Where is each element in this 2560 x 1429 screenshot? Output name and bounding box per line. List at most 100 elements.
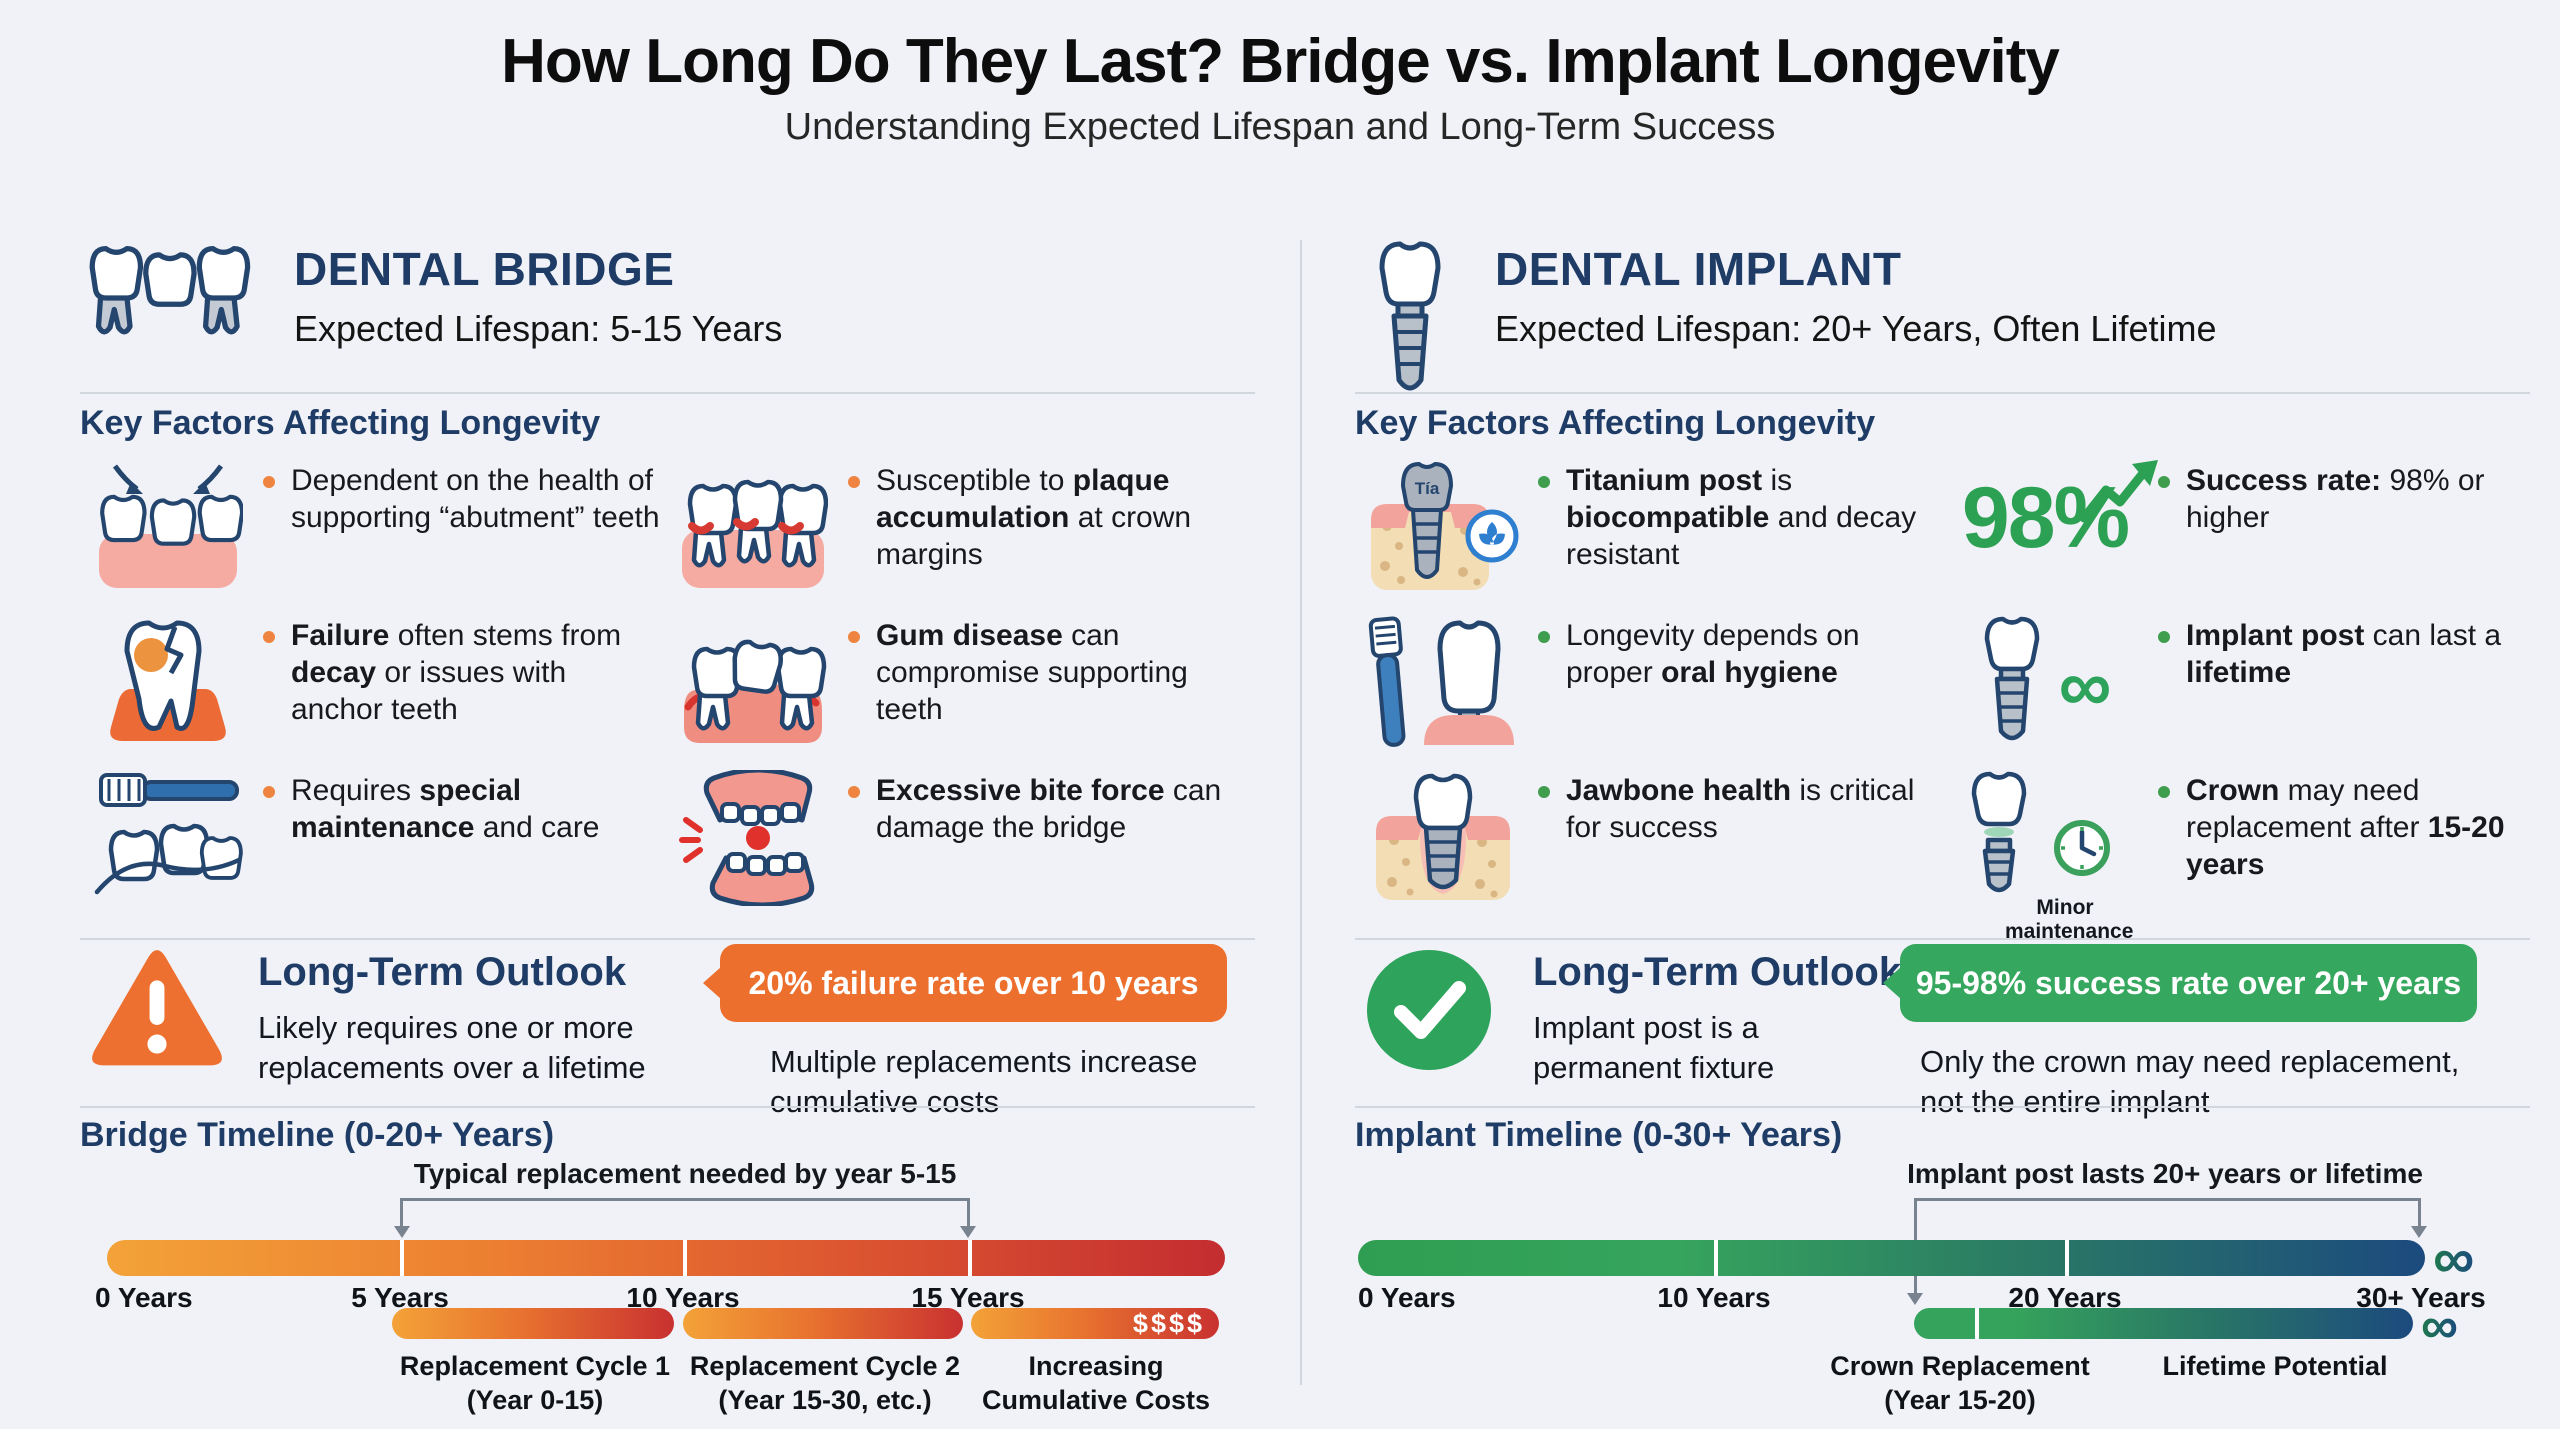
factor-text: Success rate: 98% or higher bbox=[2186, 464, 2485, 535]
implant-column: DENTAL IMPLANT Expected Lifespan: 20+ Ye… bbox=[1355, 0, 2535, 1429]
special-maintenance-icon bbox=[94, 773, 243, 895]
implant-title: DENTAL IMPLANT bbox=[1495, 243, 1902, 295]
factor-text: Titanium post is biocompatible and decay… bbox=[1566, 464, 1917, 572]
implant-timeline-bar bbox=[1358, 1240, 2425, 1276]
crown-replacement-icon bbox=[1971, 771, 2110, 893]
tick-label: 5 Years bbox=[351, 1282, 449, 1313]
tick-mark bbox=[400, 1240, 404, 1276]
minor-maintenance-caption: Minor maintenance bbox=[2005, 896, 2134, 943]
factor-crown-replacement: Minor maintenance Crown may need replace… bbox=[1940, 770, 2535, 943]
check-circle-icon bbox=[1363, 946, 1495, 1079]
infinity-icon: ∞ bbox=[2058, 644, 2112, 727]
bridge-column: DENTAL BRIDGE Expected Lifespan: 5-15 Ye… bbox=[80, 0, 1260, 1429]
jawbone-health-icon bbox=[1375, 773, 1510, 900]
bullet-dot bbox=[848, 786, 860, 798]
section-divider bbox=[1355, 938, 2530, 940]
bullet-dot bbox=[2158, 476, 2170, 488]
segment-label: Lifetime Potential bbox=[2162, 1351, 2388, 1381]
decayed-tooth-icon bbox=[109, 620, 226, 741]
segment-label: Crown Replacement (Year 15-20) bbox=[1830, 1351, 2090, 1415]
trend-up-arrow-icon bbox=[2079, 460, 2159, 523]
factor-text: Failure often stems from decay or issues… bbox=[291, 619, 622, 727]
bullet-dot bbox=[1538, 476, 1550, 488]
column-divider bbox=[1300, 240, 1302, 1385]
bridge-title: DENTAL BRIDGE bbox=[294, 243, 675, 295]
tick-mark bbox=[1975, 1308, 1979, 1339]
segment-label: Increasing Cumulative Costs bbox=[981, 1351, 1211, 1415]
page-subtitle: Understanding Expected Lifespan and Long… bbox=[784, 106, 1776, 148]
implant-factors-heading: Key Factors Affecting Longevity bbox=[1355, 404, 1876, 442]
bridge-outlook-body: Likely requires one or more replacements… bbox=[258, 1010, 646, 1086]
bridge-timeline-heading: Bridge Timeline (0-20+ Years) bbox=[80, 1116, 555, 1154]
bridge-lifespan: Expected Lifespan: 5-15 Years bbox=[294, 308, 783, 349]
implant-outlook-note: Only the crown may need replacement, not… bbox=[1920, 1044, 2460, 1120]
implant-lifetime-icon bbox=[1984, 616, 2039, 741]
plaque-accumulation-icon bbox=[681, 460, 828, 588]
factor-jawbone: Jawbone health is critical for success bbox=[1355, 770, 1940, 925]
factor-plaque: Susceptible to plaque accumulation at cr… bbox=[665, 460, 1260, 615]
bullet-dot bbox=[848, 631, 860, 643]
bridge-factors-heading: Key Factors Affecting Longevity bbox=[80, 404, 601, 442]
factor-hygiene: Longevity depends on proper oral hygiene bbox=[1355, 615, 1940, 770]
titanium-implant-icon: Tía bbox=[1370, 462, 1518, 590]
oral-hygiene-icon bbox=[1368, 616, 1514, 747]
segment-label: Replacement Cycle 2 (Year 15-30, etc.) bbox=[689, 1351, 961, 1415]
tick-label: 15 Years bbox=[911, 1282, 1025, 1313]
bite-force-icon bbox=[678, 770, 814, 906]
bridge-timeline-bar bbox=[107, 1240, 1225, 1276]
section-divider bbox=[80, 938, 1255, 940]
replacement-cycle-1-bar bbox=[392, 1308, 674, 1339]
factor-text: Gum disease can compromise supporting te… bbox=[876, 619, 1188, 727]
replacement-cycle-2-bar bbox=[683, 1308, 963, 1339]
tick-mark bbox=[1714, 1240, 1718, 1276]
lifetime-potential-bar bbox=[1914, 1308, 2413, 1339]
implant-lifespan: Expected Lifespan: 20+ Years, Often Life… bbox=[1495, 308, 2217, 349]
warning-icon bbox=[88, 946, 226, 1075]
factor-text: Dependent on the health of supporting “a… bbox=[291, 464, 660, 535]
bridge-factors-grid: Dependent on the health of supporting “a… bbox=[80, 460, 1260, 925]
success-rate-badge: 95-98% success rate over 20+ years bbox=[1900, 944, 2477, 1022]
section-divider bbox=[80, 1106, 1255, 1108]
section-divider bbox=[80, 392, 1255, 394]
tick-label: 30+ Years bbox=[2356, 1282, 2486, 1313]
bullet-dot bbox=[1538, 631, 1550, 643]
factor-text: Requires special maintenance and care bbox=[291, 774, 600, 845]
bullet-dot bbox=[263, 476, 275, 488]
factor-decay: Failure often stems from decay or issues… bbox=[80, 615, 665, 770]
segment-label: Replacement Cycle 1 (Year 0-15) bbox=[399, 1351, 671, 1415]
cost-symbol: $$$$ bbox=[1132, 1308, 1205, 1338]
bullet-dot bbox=[2158, 786, 2170, 798]
titanium-label: Tía bbox=[1414, 479, 1439, 498]
factor-text: Implant post can last a lifetime bbox=[2186, 619, 2502, 690]
factor-text: Excessive bite force can damage the brid… bbox=[876, 774, 1222, 845]
implant-outlook-body: Implant post is a permanent fixture bbox=[1533, 1010, 1775, 1086]
infinity-icon: ∞ bbox=[2421, 1297, 2459, 1355]
range-bracket bbox=[394, 1198, 976, 1238]
range-bracket bbox=[1914, 1198, 2427, 1238]
factor-maintenance: Requires special maintenance and care bbox=[80, 770, 665, 925]
implant-factors-grid: Tía Titanium post is biocompatible and d… bbox=[1355, 460, 2535, 943]
cumulative-costs-bar: $$$$ bbox=[971, 1308, 1219, 1339]
tick-mark bbox=[683, 1240, 687, 1276]
tick-mark bbox=[968, 1240, 972, 1276]
abutment-teeth-icon bbox=[98, 464, 243, 588]
failure-rate-badge: 20% failure rate over 10 years bbox=[720, 944, 1227, 1022]
implant-timeline-annotation: Implant post lasts 20+ years or lifetime bbox=[1907, 1158, 2423, 1189]
page-title: How Long Do They Last? Bridge vs. Implan… bbox=[501, 27, 2060, 96]
bridge-outlook-heading: Long-Term Outlook bbox=[258, 950, 627, 994]
section-divider bbox=[1355, 392, 2530, 394]
dental-bridge-icon bbox=[88, 238, 256, 360]
bullet-dot bbox=[2158, 631, 2170, 643]
tick-label: 10 Years bbox=[1657, 1282, 1771, 1313]
bridge-timeline-annotation: Typical replacement needed by year 5-15 bbox=[413, 1158, 957, 1189]
tick-label: 0 Years bbox=[95, 1282, 193, 1313]
implant-outlook-heading: Long-Term Outlook bbox=[1533, 950, 1902, 994]
factor-success-rate: 98% Success rate: 98% or higher bbox=[1940, 460, 2535, 615]
tick-mark bbox=[2065, 1240, 2069, 1276]
gum-disease-icon bbox=[683, 615, 828, 743]
tick-label: 20 Years bbox=[2008, 1282, 2122, 1313]
bullet-dot bbox=[263, 786, 275, 798]
bullet-dot bbox=[1538, 786, 1550, 798]
section-divider bbox=[1355, 1106, 2530, 1108]
